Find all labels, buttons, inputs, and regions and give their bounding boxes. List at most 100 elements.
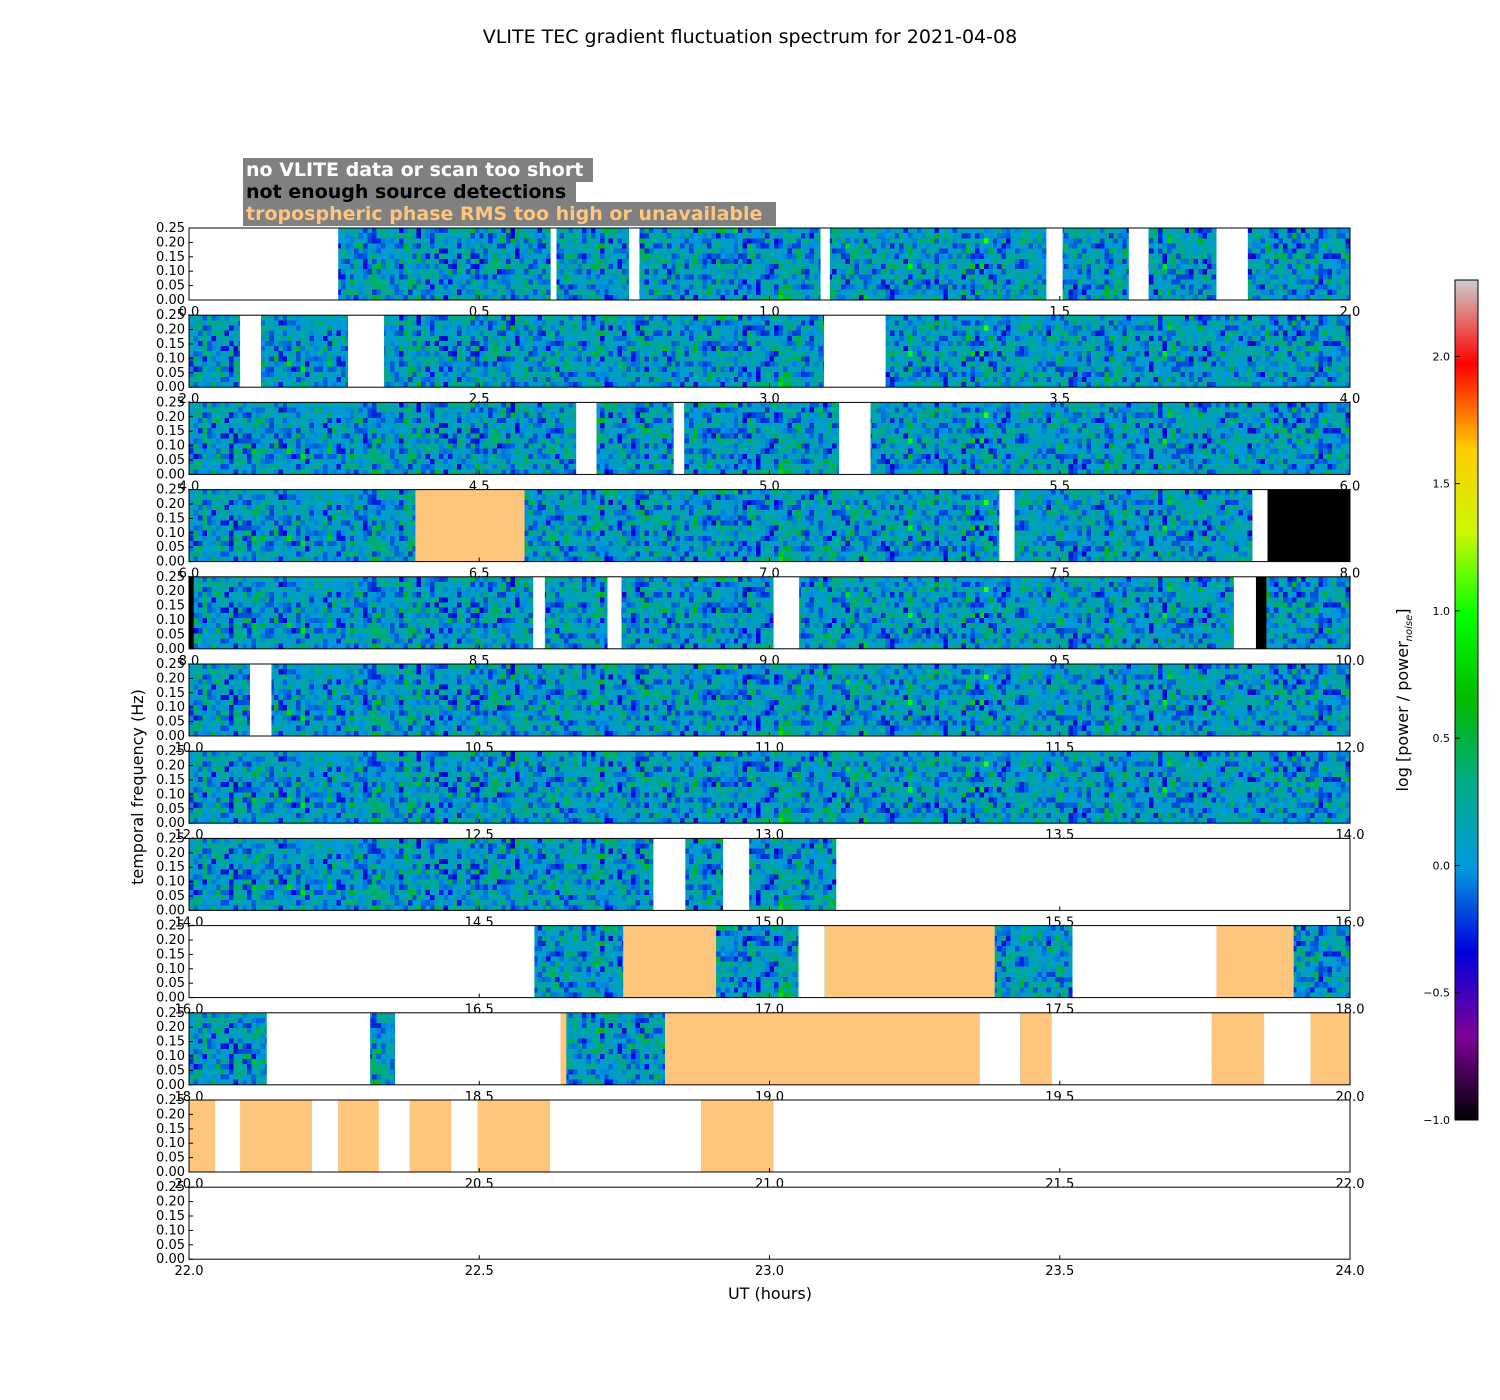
y-tick-label: 0.25 bbox=[156, 1006, 185, 1021]
flag-nodata bbox=[629, 228, 640, 300]
flag-nodata bbox=[979, 1012, 1021, 1085]
y-tick-label: 0.20 bbox=[156, 1195, 185, 1210]
flag-nodata bbox=[240, 315, 261, 388]
y-tick-label: 0.00 bbox=[156, 555, 185, 570]
panel: 0.000.050.100.150.200.250.0 0.5 1.0 1.5 2.0 bbox=[156, 221, 1360, 320]
flag-nodata bbox=[249, 664, 272, 736]
y-tick-label: 0.00 bbox=[156, 293, 185, 308]
flag-nodata bbox=[999, 489, 1015, 562]
spectrogram-image bbox=[189, 664, 1350, 736]
y-tick-label: 0.15 bbox=[156, 1035, 185, 1050]
y-tick-label: 0.00 bbox=[156, 991, 185, 1006]
flag-nodata bbox=[824, 315, 886, 388]
colorbar-gradient bbox=[1454, 279, 1479, 1121]
x-tick-label: 22.0 bbox=[175, 1264, 204, 1279]
y-tick-label: 0.20 bbox=[156, 584, 185, 599]
colorbar-label: log [power / powernoise] bbox=[1393, 608, 1415, 791]
x-tick-label: 22.5 bbox=[465, 1264, 494, 1279]
y-tick-label: 0.10 bbox=[156, 1223, 185, 1238]
y-tick-label: 0.25 bbox=[156, 1180, 185, 1195]
y-tick-label: 0.20 bbox=[156, 323, 185, 338]
spectrogram-panels: 0.000.050.100.150.200.250.0 0.5 1.0 1.5 2.00… bbox=[156, 221, 1364, 1279]
y-tick-label: 0.10 bbox=[156, 1049, 185, 1064]
spectrogram-image bbox=[189, 228, 1350, 300]
y-tick-label: 0.20 bbox=[156, 235, 185, 250]
y-tick-label: 0.25 bbox=[156, 744, 185, 759]
flag-nodata bbox=[533, 576, 545, 649]
flag-nodata bbox=[550, 228, 557, 300]
y-tick-label: 0.20 bbox=[156, 933, 185, 948]
flag-nodata bbox=[836, 838, 1350, 911]
colorbar-tick-label: 0.5 bbox=[1433, 732, 1451, 745]
flag-tropo bbox=[409, 1100, 452, 1172]
y-tick-label: 0.25 bbox=[156, 919, 185, 934]
x-tick-label: 23.5 bbox=[1045, 1264, 1074, 1279]
y-tick-label: 0.25 bbox=[156, 831, 185, 846]
y-tick-label: 0.05 bbox=[156, 1151, 185, 1166]
y-tick-label: 0.10 bbox=[156, 264, 185, 279]
y-tick-label: 0.15 bbox=[156, 686, 185, 701]
y-tick-label: 0.25 bbox=[156, 308, 185, 323]
y-tick-label: 0.05 bbox=[156, 1238, 185, 1253]
y-tick-label: 0.20 bbox=[156, 1020, 185, 1035]
flag-nodata bbox=[1128, 228, 1149, 300]
y-tick-label: 0.00 bbox=[156, 1252, 185, 1267]
flag-nodata bbox=[673, 402, 685, 475]
flag-nodata bbox=[348, 315, 385, 388]
legend-box-2 bbox=[243, 180, 576, 204]
y-tick-label: 0.15 bbox=[156, 1209, 185, 1224]
y-tick-label: 0.10 bbox=[156, 1136, 185, 1151]
flag-tropo bbox=[560, 1012, 567, 1085]
panel: 0.000.050.100.150.200.252.0 2.5 3.0 3.5 4.0 bbox=[156, 308, 1360, 407]
flag-nodata bbox=[189, 925, 535, 998]
y-tick-label: 0.10 bbox=[156, 787, 185, 802]
legend-label-detections: not enough source detections bbox=[246, 181, 566, 203]
y-tick-label: 0.00 bbox=[156, 729, 185, 744]
y-tick-label: 0.20 bbox=[156, 846, 185, 861]
legend-box-1 bbox=[243, 158, 593, 182]
flag-nodata bbox=[839, 402, 871, 475]
y-tick-label: 0.15 bbox=[156, 947, 185, 962]
flag-nodata bbox=[1252, 489, 1268, 562]
y-tick-label: 0.15 bbox=[156, 1122, 185, 1137]
spectrogram-image bbox=[189, 402, 1350, 475]
flag-tropo bbox=[1310, 1012, 1350, 1085]
y-tick-label: 0.05 bbox=[156, 976, 185, 991]
y-tick-label: 0.00 bbox=[156, 1078, 185, 1093]
spectrogram-image bbox=[189, 489, 1350, 562]
panel: 0.000.050.100.150.200.258.0 8.5 9.0 9.5 10.0 bbox=[156, 570, 1364, 669]
y-tick-label: 0.00 bbox=[156, 467, 185, 482]
y-tick-label: 0.10 bbox=[156, 962, 185, 977]
y-tick-label: 0.05 bbox=[156, 715, 185, 730]
y-tick-label: 0.25 bbox=[156, 483, 185, 498]
y-tick-label: 0.00 bbox=[156, 380, 185, 395]
flag-nodata bbox=[1072, 925, 1217, 998]
y-tick-label: 0.25 bbox=[156, 570, 185, 585]
flag-tropo bbox=[338, 1100, 379, 1172]
colorbar-tick-label: 1.5 bbox=[1433, 478, 1451, 491]
flag-nodata bbox=[723, 838, 750, 911]
flag-nodata bbox=[653, 838, 686, 911]
panel: 0.000.050.100.150.200.256.0 6.5 7.0 7.5 8.0 bbox=[156, 483, 1360, 582]
x-tick-label: 23.0 bbox=[755, 1264, 784, 1279]
flag-tropo bbox=[665, 1012, 980, 1085]
y-tick-label: 0.05 bbox=[156, 889, 185, 904]
flag-nodata bbox=[395, 1012, 561, 1085]
y-tick-label: 0.25 bbox=[156, 221, 185, 236]
y-tick-label: 0.05 bbox=[156, 802, 185, 817]
flag-nodata bbox=[773, 576, 800, 649]
y-tick-label: 0.10 bbox=[156, 875, 185, 890]
y-tick-label: 0.15 bbox=[156, 424, 185, 439]
flag-tropo bbox=[189, 1100, 216, 1172]
y-tick-label: 0.20 bbox=[156, 1107, 185, 1122]
colorbar-tick-label: 0.0 bbox=[1433, 859, 1451, 872]
colorbar-tick-label: −1.0 bbox=[1423, 1114, 1450, 1127]
flag-tropo bbox=[415, 489, 525, 562]
flag-tropo bbox=[701, 1100, 774, 1172]
colorbar: 2.0 1.5 1.0 0.5 0.0 −0.5 −1.0 bbox=[1423, 279, 1479, 1127]
